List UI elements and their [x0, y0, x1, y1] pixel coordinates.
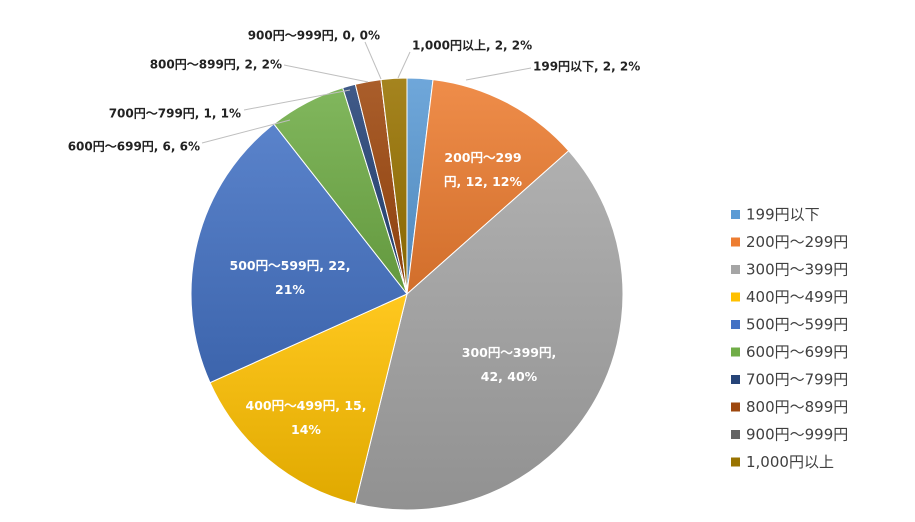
legend-entry: 400円～499円	[746, 288, 848, 306]
pie-slice	[354, 150, 624, 511]
leader-line	[364, 41, 382, 80]
data-label: 1,000円以上, 2, 2%	[412, 38, 532, 53]
legend-swatch	[731, 375, 740, 384]
legend-entry: 199円以下	[746, 206, 820, 224]
data-label: 500円～599円, 22, 21%	[230, 258, 351, 297]
legend-swatch	[731, 430, 740, 439]
data-label: 600円～699円, 6, 6%	[68, 140, 200, 154]
legend-swatch	[731, 210, 740, 219]
legend-entry: 900円～999円	[746, 426, 848, 444]
data-label: 800円～899円, 2, 2%	[150, 58, 282, 72]
legend-swatch	[731, 347, 740, 357]
pie-slice	[380, 77, 408, 295]
pie-slice	[190, 123, 408, 384]
legend-swatch	[731, 237, 740, 247]
legend-swatch	[731, 320, 740, 329]
legend-swatch	[731, 292, 740, 302]
leader-lines	[201, 41, 532, 144]
pie-slice	[406, 79, 570, 296]
data-labels: 199円以下, 2, 2% 200円～299 円, 12, 12% 300円～399円…	[68, 29, 641, 437]
pie-slices	[190, 77, 624, 511]
pie-slice	[209, 293, 408, 505]
legend-swatch	[731, 457, 740, 467]
legend-entry: 600円～699円	[746, 343, 848, 361]
legend-entry: 800円～899円	[746, 398, 848, 416]
data-label: 300円～399円, 42, 40%	[462, 345, 556, 384]
legend-entry: 700円～799円	[746, 371, 848, 389]
data-label: 200円～299 円, 12, 12%	[444, 150, 522, 189]
leader-line	[465, 67, 532, 81]
leader-line	[243, 89, 351, 111]
legend: 199円以下 200円～299円 300円～399円 400円～499円 500円～59…	[731, 206, 848, 471]
leader-line	[397, 51, 411, 79]
legend-swatch	[731, 265, 740, 274]
data-label: 700円～799円, 1, 1%	[109, 107, 241, 121]
data-label: 199円以下, 2, 2%	[533, 60, 640, 74]
legend-entry: 500円～599円	[746, 316, 848, 334]
leader-line	[201, 119, 291, 144]
data-label: 900円～999円, 0, 0%	[248, 29, 380, 43]
legend-entry: 1,000円以上	[746, 453, 834, 471]
legend-entry: 200円～299円	[746, 233, 848, 251]
legend-swatch	[731, 402, 740, 412]
leader-line	[283, 64, 369, 83]
data-label: 400円～499円, 15, 14%	[246, 398, 367, 437]
legend-entry: 300円～399円	[746, 261, 848, 279]
